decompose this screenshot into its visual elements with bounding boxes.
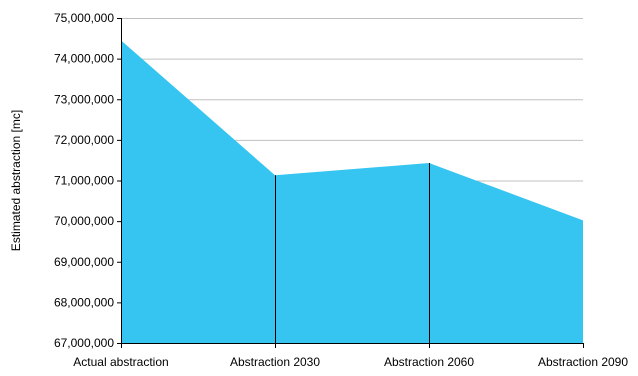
- x-tick-labels: Actual abstraction Abstraction 2030 Abstra…: [73, 343, 628, 369]
- y-tick-label: 69,000,000: [54, 255, 114, 269]
- y-tick-labels: 67,000,000 68,000,000 69,000,000 70,000,000…: [54, 11, 121, 350]
- y-axis-title: Estimated abstraction [mc]: [9, 110, 23, 251]
- y-tick-label: 67,000,000: [54, 336, 114, 350]
- x-tick-label: Abstraction 2030: [230, 355, 320, 369]
- x-tick-label: Abstraction 2060: [384, 355, 474, 369]
- area-series-fill: [121, 40, 583, 343]
- y-tick-label: 70,000,000: [54, 214, 114, 228]
- y-tick-label: 68,000,000: [54, 295, 114, 309]
- y-tick-label: 71,000,000: [54, 174, 114, 188]
- y-tick-label: 75,000,000: [54, 11, 114, 25]
- y-tick-label: 73,000,000: [54, 92, 114, 106]
- x-tick-label: Abstraction 2090: [538, 355, 628, 369]
- y-tick-label: 72,000,000: [54, 133, 114, 147]
- x-tick-label: Actual abstraction: [73, 355, 168, 369]
- y-tick-label: 74,000,000: [54, 52, 114, 66]
- area-series: [121, 40, 583, 343]
